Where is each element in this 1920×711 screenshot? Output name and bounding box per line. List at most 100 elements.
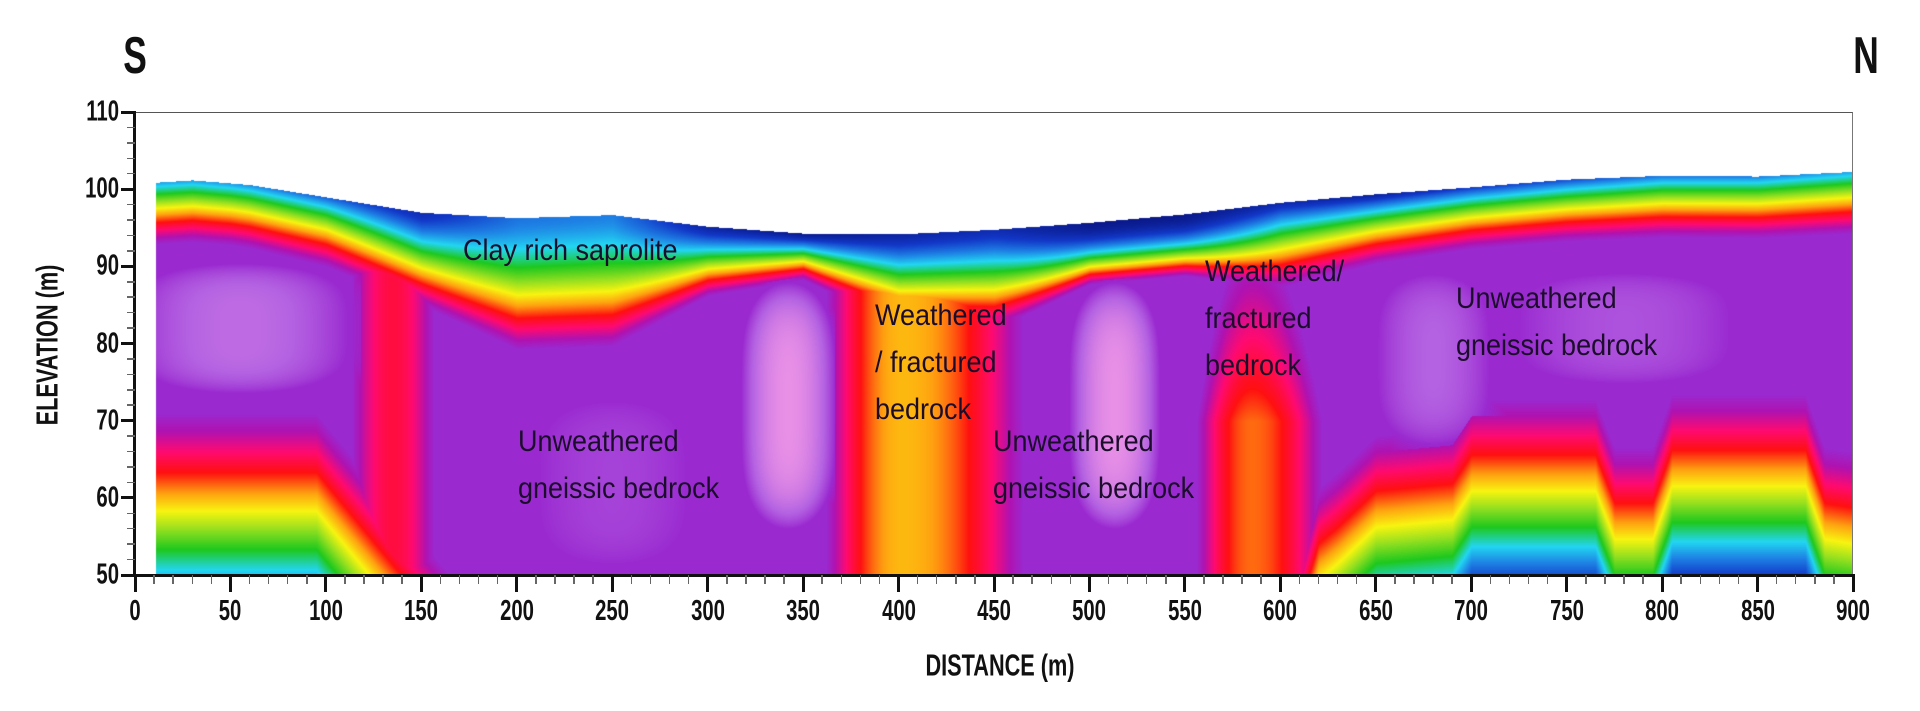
direction-north-label: N bbox=[1853, 27, 1879, 85]
y-tick-minor bbox=[127, 142, 135, 144]
x-tick-minor bbox=[1050, 575, 1053, 584]
y-tick-minor bbox=[127, 327, 135, 329]
x-tick-major bbox=[610, 575, 614, 592]
x-tick-minor bbox=[630, 575, 633, 584]
annotation-line: / fractured bbox=[875, 346, 997, 379]
x-tick-minor bbox=[344, 575, 346, 584]
x-tick-minor bbox=[1241, 575, 1243, 584]
x-tick-minor bbox=[363, 575, 365, 584]
annotation-line: fractured bbox=[1205, 302, 1312, 335]
y-tick-minor bbox=[127, 250, 135, 252]
x-tick-minor bbox=[649, 575, 652, 584]
y-tick-label: 90 bbox=[96, 249, 119, 282]
x-tick-label: 500 bbox=[1072, 595, 1107, 627]
x-tick-minor bbox=[1317, 575, 1320, 584]
x-tick-minor bbox=[382, 575, 384, 584]
x-tick-minor bbox=[764, 575, 766, 584]
x-tick-major bbox=[515, 575, 519, 592]
y-tick-minor bbox=[127, 404, 135, 406]
y-tick-major bbox=[121, 342, 135, 345]
x-tick-minor bbox=[840, 575, 843, 584]
x-tick-minor bbox=[172, 575, 174, 584]
annotation-line: Weathered/ bbox=[1205, 255, 1345, 288]
x-tick-minor bbox=[401, 575, 403, 584]
y-tick-minor bbox=[127, 435, 135, 437]
x-tick-minor bbox=[1604, 575, 1606, 584]
y-tick-minor bbox=[127, 358, 135, 360]
x-tick-minor bbox=[439, 575, 442, 584]
x-tick-major bbox=[1087, 575, 1091, 592]
x-tick-major bbox=[1565, 575, 1569, 592]
x-tick-label: 700 bbox=[1454, 595, 1489, 627]
x-tick-minor bbox=[1527, 575, 1530, 584]
x-tick-major bbox=[1278, 575, 1282, 592]
y-tick-minor bbox=[127, 481, 135, 484]
annotation-line: gneissic bedrock bbox=[518, 472, 720, 505]
x-tick-minor bbox=[1203, 575, 1205, 584]
x-tick-label: 400 bbox=[881, 595, 916, 627]
x-tick-major bbox=[1851, 575, 1855, 592]
x-tick-minor bbox=[974, 575, 976, 584]
x-tick-minor bbox=[1585, 575, 1587, 584]
x-tick-minor bbox=[1012, 575, 1014, 584]
x-tick-minor bbox=[306, 575, 308, 584]
x-tick-minor bbox=[859, 575, 862, 584]
y-axis-title: ELEVATION (m) bbox=[29, 264, 65, 426]
x-tick-minor bbox=[1145, 575, 1148, 584]
y-tick-minor bbox=[127, 126, 135, 129]
y-tick-major bbox=[121, 110, 135, 114]
y-tick-minor bbox=[127, 281, 135, 283]
y-tick-minor bbox=[127, 450, 135, 453]
y-tick-minor bbox=[127, 558, 135, 561]
x-tick-label: 150 bbox=[404, 595, 439, 627]
x-tick-minor bbox=[1355, 575, 1358, 584]
x-tick-minor bbox=[1546, 575, 1549, 584]
annotation-line: bedrock bbox=[875, 393, 972, 426]
x-tick-label: 50 bbox=[219, 595, 242, 627]
x-tick-minor bbox=[1336, 575, 1339, 584]
y-tick-major bbox=[121, 264, 135, 268]
x-tick-minor bbox=[477, 575, 480, 584]
x-tick-label: 900 bbox=[1836, 595, 1870, 627]
annotation-clay-rich-saprolite: Clay rich saprolite bbox=[463, 227, 678, 274]
annotation-line: Unweathered bbox=[993, 425, 1154, 458]
x-tick-minor bbox=[1069, 575, 1072, 584]
x-tick-minor bbox=[592, 575, 594, 584]
y-tick-minor bbox=[127, 543, 135, 545]
x-tick-minor bbox=[1794, 575, 1797, 584]
x-tick-major bbox=[228, 575, 232, 592]
x-tick-minor bbox=[1298, 575, 1301, 584]
y-tick-major bbox=[121, 573, 135, 577]
x-tick-minor bbox=[1394, 575, 1396, 584]
direction-south-label: S bbox=[123, 27, 147, 85]
y-tick-minor bbox=[127, 296, 135, 298]
x-tick-minor bbox=[153, 575, 155, 584]
x-tick-minor bbox=[535, 575, 537, 584]
x-tick-major bbox=[1183, 575, 1187, 592]
annotation-weathered-bedrock-1: Weathered / fractured bedrock bbox=[875, 292, 1007, 433]
annotation-unweathered-bedrock-1: Unweathered gneissic bedrock bbox=[518, 418, 719, 512]
x-tick-minor bbox=[1126, 575, 1129, 584]
y-tick-major bbox=[121, 187, 135, 191]
y-tick-label: 80 bbox=[96, 327, 119, 359]
y-tick-minor bbox=[127, 527, 135, 530]
x-tick-minor bbox=[248, 575, 251, 584]
x-tick-major bbox=[801, 575, 805, 592]
x-tick-major bbox=[324, 575, 328, 592]
x-tick-minor bbox=[935, 575, 938, 584]
annotation-unweathered-bedrock-3: Unweathered gneissic bedrock bbox=[1456, 275, 1657, 369]
x-tick-minor bbox=[1107, 575, 1110, 584]
x-tick-minor bbox=[1165, 575, 1167, 584]
x-tick-minor bbox=[1451, 575, 1453, 584]
x-tick-label: 200 bbox=[499, 595, 534, 627]
annotation-line: bedrock bbox=[1205, 349, 1302, 382]
x-tick-minor bbox=[916, 575, 919, 584]
annotation-weathered-bedrock-2: Weathered/ fractured bedrock bbox=[1205, 248, 1344, 389]
x-tick-minor bbox=[267, 575, 270, 584]
annotation-line: Clay rich saprolite bbox=[463, 234, 678, 267]
x-tick-minor bbox=[878, 575, 881, 584]
x-tick-minor bbox=[1489, 575, 1492, 584]
x-tick-minor bbox=[1833, 575, 1835, 584]
x-tick-minor bbox=[1623, 575, 1625, 584]
x-tick-minor bbox=[1718, 575, 1721, 584]
